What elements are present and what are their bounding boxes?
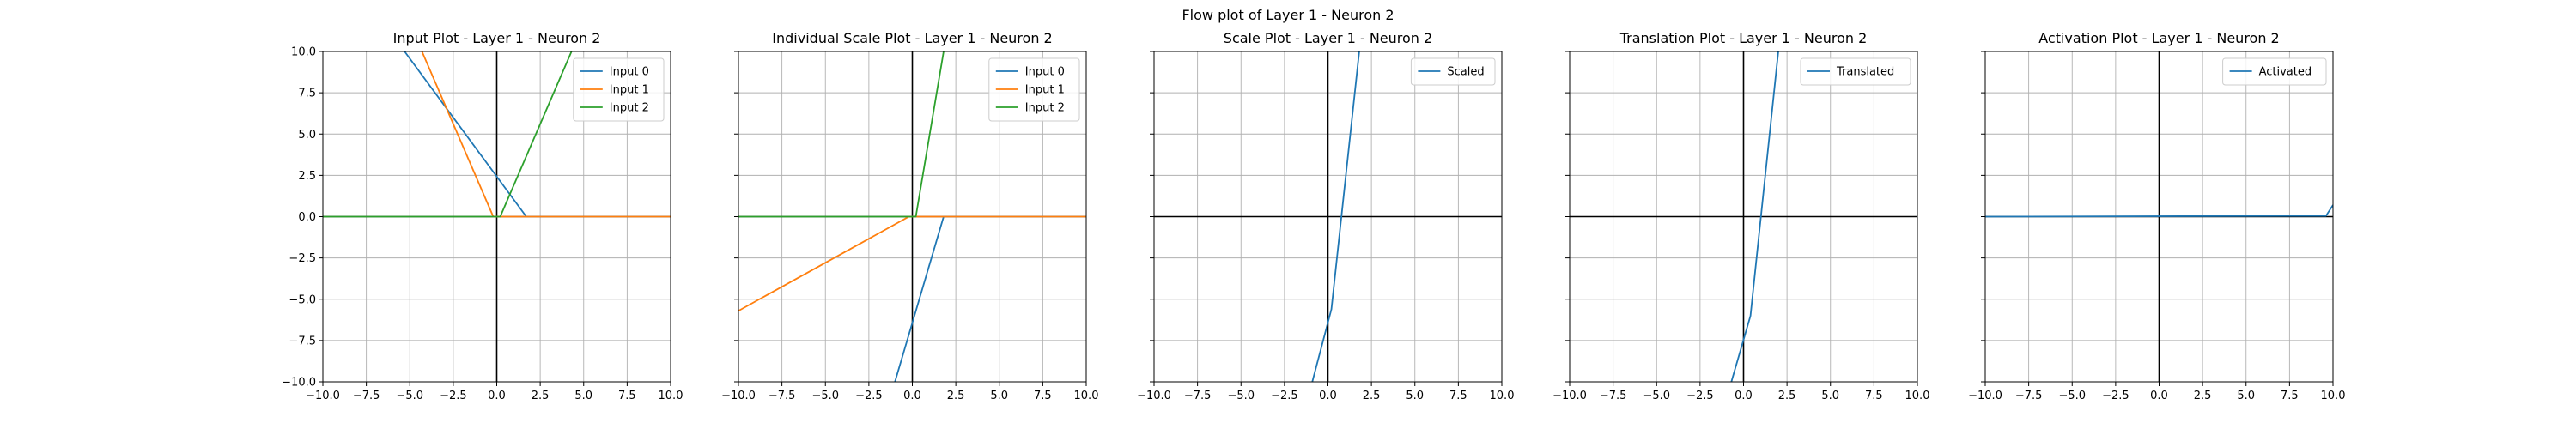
y-tick-label: 5.0 — [298, 129, 316, 142]
x-tick-label: 10.0 — [1490, 390, 1515, 402]
legend-box — [988, 57, 1080, 122]
x-tick-label: −2.5 — [855, 390, 883, 402]
x-tick-label: −7.5 — [1184, 390, 1212, 402]
x-tick-label: −7.5 — [353, 390, 380, 402]
x-tick-label: −7.5 — [2015, 390, 2043, 402]
chart-panel-4: −10.0 −7.5 −5.0 −2.5 0.0 2.5 5.0 7.5 10.0 Activat… — [1968, 30, 2345, 402]
x-tick-label: 7.5 — [2281, 390, 2299, 402]
x-tick-label: −10.0 — [721, 390, 756, 402]
x-tick-label: 10.0 — [2321, 390, 2346, 402]
x-tick-label: 7.5 — [618, 390, 636, 402]
series-line-activated — [1985, 204, 2333, 218]
legend-label: Input 1 — [610, 84, 649, 97]
x-tick-label: 7.5 — [1449, 390, 1467, 402]
series-line-input-1 — [421, 51, 671, 218]
x-tick-label: −5.0 — [1227, 390, 1255, 402]
x-tick-label: 2.5 — [1363, 390, 1381, 402]
chart-title: Individual Scale Plot - Layer 1 - Neuron… — [772, 30, 1052, 46]
legend: Activated — [2222, 57, 2327, 86]
legend-box — [1410, 57, 1496, 86]
y-tick-label: 0.0 — [298, 211, 316, 224]
y-tick-label: −2.5 — [289, 252, 316, 265]
x-tick-label: 2.5 — [532, 390, 550, 402]
series-group — [738, 51, 1086, 382]
x-tick-label: −5.0 — [2058, 390, 2086, 402]
x-tick-label: 10.0 — [1074, 390, 1099, 402]
x-tick-label: 0.0 — [1319, 390, 1337, 402]
legend-label: Translated — [1836, 66, 1894, 79]
legend-label: Input 1 — [1025, 84, 1065, 97]
x-tick-label: 5.0 — [574, 390, 592, 402]
x-tick-label: −7.5 — [1600, 390, 1627, 402]
chart-panel-2: −10.0 −7.5 −5.0 −2.5 0.0 2.5 5.0 7.5 10.0 Scale P… — [1137, 30, 1514, 402]
x-tick-label: −10.0 — [1552, 390, 1587, 402]
series-group — [1730, 51, 1779, 382]
legend-label: Activated — [2259, 66, 2312, 79]
chart-panel-1: −10.0 −7.5 −5.0 −2.5 0.0 2.5 5.0 7.5 10.0 Individ… — [721, 30, 1098, 402]
legend-box — [2222, 57, 2327, 86]
x-tick-label: 10.0 — [659, 390, 683, 402]
y-tick-label: 10.0 — [291, 46, 316, 59]
legend-label: Input 0 — [1025, 66, 1065, 79]
x-tick-label: 0.0 — [488, 390, 506, 402]
x-tick-label: −7.5 — [769, 390, 796, 402]
x-tick-label: −2.5 — [1686, 390, 1714, 402]
x-tick-label: 0.0 — [1735, 390, 1753, 402]
x-tick-label: −5.0 — [811, 390, 839, 402]
legend-label: Scaled — [1447, 66, 1484, 79]
x-tick-label: 7.5 — [1034, 390, 1052, 402]
series-line-input-2 — [738, 51, 945, 218]
x-tick-label: −5.0 — [1643, 390, 1670, 402]
x-tick-label: 5.0 — [1821, 390, 1839, 402]
chart-title: Input Plot - Layer 1 - Neuron 2 — [393, 30, 601, 46]
figure-suptitle: Flow plot of Layer 1 - Neuron 2 — [1182, 7, 1394, 23]
legend: Scaled — [1410, 57, 1496, 86]
legend-label: Input 2 — [610, 102, 649, 115]
x-tick-label: 2.5 — [947, 390, 965, 402]
x-tick-label: −5.0 — [396, 390, 423, 402]
series-line-translated — [1730, 51, 1779, 382]
x-tick-label: 0.0 — [2150, 390, 2168, 402]
chart-panel-3: −10.0 −7.5 −5.0 −2.5 0.0 2.5 5.0 7.5 10.0 Transla… — [1552, 30, 1929, 402]
x-tick-label: −10.0 — [306, 390, 340, 402]
x-tick-label: 0.0 — [903, 390, 921, 402]
y-tick-label: 7.5 — [298, 88, 316, 100]
x-tick-label: 2.5 — [1778, 390, 1796, 402]
series-group — [323, 51, 671, 218]
x-tick-label: −10.0 — [1137, 390, 1171, 402]
legend-label: Input 0 — [610, 66, 649, 79]
series-line-input-2 — [323, 51, 573, 218]
x-tick-label: 5.0 — [990, 390, 1008, 402]
chart-panel-0: −10.0 −7.5 −5.0 −2.5 0.0 2.5 5.0 7.5 10.0 −10.0 −7… — [282, 30, 683, 402]
chart-title: Scale Plot - Layer 1 - Neuron 2 — [1224, 30, 1432, 46]
y-tick-label: −10.0 — [282, 377, 316, 390]
chart-title: Translation Plot - Layer 1 - Neuron 2 — [1619, 30, 1868, 46]
x-tick-label: 10.0 — [1905, 390, 1930, 402]
legend-label: Input 2 — [1025, 102, 1065, 115]
series-group — [1311, 51, 1360, 382]
legend: Input 0 Input 1 Input 2 — [988, 57, 1080, 122]
y-tick-label: −7.5 — [289, 335, 316, 347]
legend-box — [1800, 57, 1911, 86]
chart-title: Activation Plot - Layer 1 - Neuron 2 — [2038, 30, 2279, 46]
y-tick-label: −5.0 — [289, 293, 316, 306]
x-tick-label: 7.5 — [1865, 390, 1883, 402]
x-tick-label: 5.0 — [1406, 390, 1424, 402]
x-tick-label: 2.5 — [2194, 390, 2212, 402]
x-tick-label: −2.5 — [2102, 390, 2129, 402]
legend-box — [573, 57, 665, 122]
x-tick-label: 5.0 — [2237, 390, 2255, 402]
x-tick-label: −2.5 — [440, 390, 467, 402]
series-group — [1985, 204, 2333, 218]
x-tick-label: −10.0 — [1968, 390, 2002, 402]
x-tick-label: −2.5 — [1271, 390, 1298, 402]
legend: Input 0 Input 1 Input 2 — [573, 57, 665, 122]
series-line-scaled — [1311, 51, 1360, 382]
legend: Translated — [1800, 57, 1911, 86]
y-tick-label: 2.5 — [298, 170, 316, 183]
